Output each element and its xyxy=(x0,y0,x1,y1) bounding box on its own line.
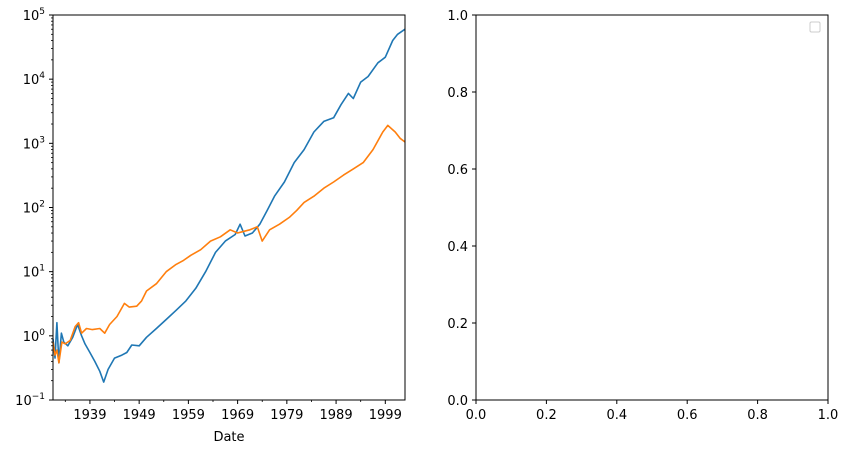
x-tick-label: 0.4 xyxy=(606,408,627,423)
left-x-ticks: 1939 1949 1959 1969 1979 1989 1999 xyxy=(64,400,402,423)
x-tick-label: 1949 xyxy=(123,408,156,423)
x-tick-label: 1999 xyxy=(369,408,402,423)
x-tick-label: 1.0 xyxy=(818,408,839,423)
left-y-ticks: 10−1 100 101 102 103 104 105 xyxy=(15,7,53,409)
left-plot-frame xyxy=(52,14,406,401)
x-tick-label: 0.0 xyxy=(466,408,487,423)
y-tick-label: 101 xyxy=(23,264,45,281)
y-tick-label: 1.0 xyxy=(447,9,468,24)
y-tick-label: 0.0 xyxy=(447,394,468,409)
y-tick-label: 100 xyxy=(23,328,46,345)
y-tick-label: 0.2 xyxy=(447,317,468,332)
y-tick-label: 104 xyxy=(23,71,46,88)
y-tick-label: 105 xyxy=(23,7,45,24)
right-chart: 0.0 0.2 0.4 0.6 0.8 1.0 0.0 0.2 0.4 0.6 0.8 1.0 xyxy=(447,9,838,423)
left-series-lines xyxy=(52,28,406,383)
x-tick-label: 1979 xyxy=(270,408,303,423)
right-plot-frame xyxy=(475,14,829,401)
x-tick-label: 1939 xyxy=(73,408,106,423)
y-tick-label: 102 xyxy=(23,200,45,217)
x-tick-label: 0.8 xyxy=(747,408,768,423)
x-tick-label: 1989 xyxy=(320,408,353,423)
x-tick-label: 1959 xyxy=(172,408,205,423)
y-tick-label: 0.8 xyxy=(447,86,468,101)
x-tick-label: 0.6 xyxy=(677,408,698,423)
series-line-2 xyxy=(52,124,406,364)
y-tick-label: 0.4 xyxy=(447,240,468,255)
series-line-1 xyxy=(52,28,406,383)
y-tick-label: 103 xyxy=(23,135,45,152)
right-legend-box xyxy=(809,21,821,33)
left-x-axis-label: Date xyxy=(213,430,244,445)
x-tick-label: 0.2 xyxy=(536,408,557,423)
y-tick-label: 0.6 xyxy=(447,163,468,178)
x-tick-label: 1969 xyxy=(221,408,254,423)
y-tick-label: 10−1 xyxy=(15,392,45,409)
right-x-ticks: 0.0 0.2 0.4 0.6 0.8 1.0 xyxy=(466,400,839,423)
right-y-ticks: 0.0 0.2 0.4 0.6 0.8 1.0 xyxy=(447,9,476,409)
